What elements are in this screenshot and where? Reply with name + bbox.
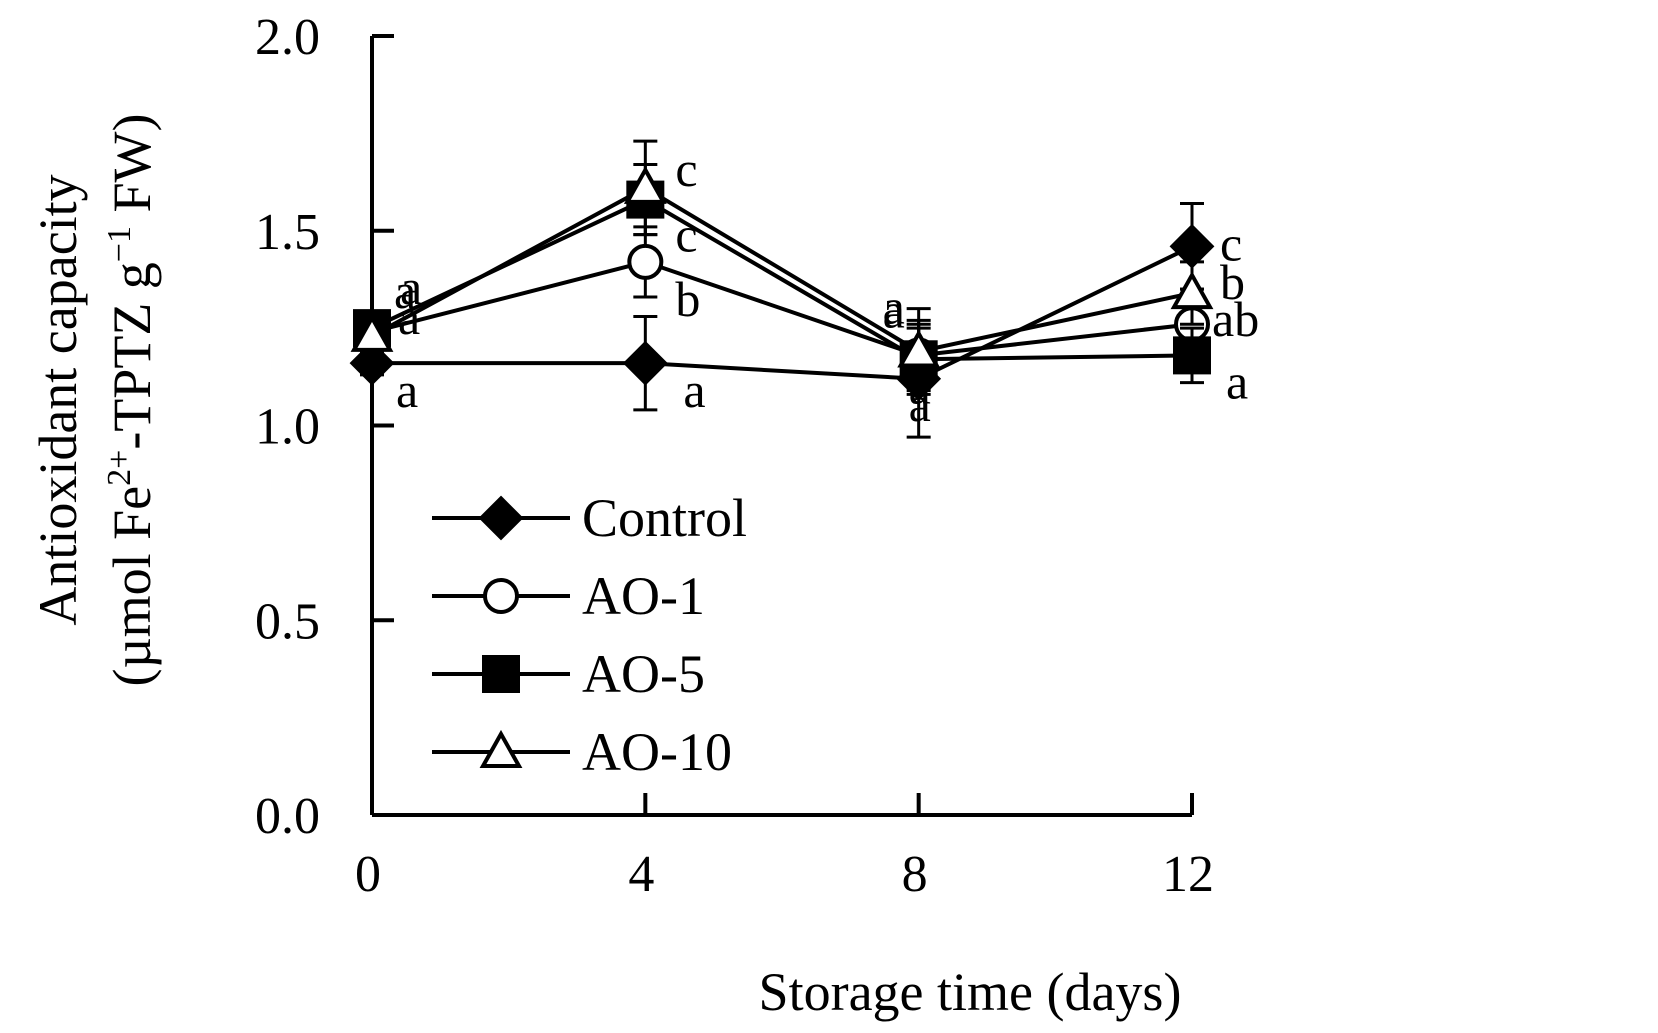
x-tick-label: 4 [628, 846, 654, 903]
x-tick-label: 8 [902, 846, 928, 903]
significance-label: a [398, 289, 420, 345]
legend-marker-ao-1 [483, 578, 519, 614]
y-axis-unit-middle: -TPTZ g [102, 262, 162, 449]
series-line-ao-1 [371, 259, 1193, 358]
data-point-ao-10 [897, 329, 941, 368]
y-tick-label: 1.0 [255, 399, 320, 456]
y-tick-label: 2.0 [255, 9, 320, 66]
significance-label: a [909, 376, 931, 432]
data-point-ao-5 [1173, 336, 1211, 375]
series-line-ao-10 [371, 185, 1193, 354]
y-tick-label: 0.0 [255, 788, 320, 845]
data-point-ao-10 [623, 165, 667, 204]
x-axis-title: Storage time (days) [759, 962, 1182, 1022]
significance-label: b [675, 271, 700, 327]
x-axis-ticks: 0 4 8 12 [355, 793, 1214, 903]
y-tick-label: 1.5 [255, 204, 320, 261]
legend-label: AO-1 [582, 566, 705, 626]
legend-label: AO-10 [582, 722, 732, 782]
legend-marker-ao-10 [479, 729, 523, 768]
significance-label: a [1226, 353, 1248, 409]
x-tick-label: 0 [355, 846, 381, 903]
series-control [349, 201, 1215, 439]
y-axis-ticks: 0.0 0.5 1.0 1.5 2.0 [255, 9, 394, 845]
series-layer [349, 139, 1215, 439]
axes [370, 36, 1192, 817]
y-axis-title-line2: (µmol Fe2+-TPTZ g−1 FW) [101, 114, 162, 687]
legend-item-ao-5: AO-5 [432, 644, 705, 704]
legend-label: Control [582, 488, 747, 548]
y-axis-unit-suffix: FW) [102, 114, 162, 226]
y-axis-unit-sup1: 2+ [101, 450, 138, 486]
significance-label: ab [1212, 291, 1259, 347]
y-tick-label: 0.5 [255, 593, 320, 650]
data-point-control [622, 340, 668, 386]
significance-label: a [883, 282, 905, 338]
data-point-ao-1 [627, 243, 664, 280]
legend-label: AO-5 [582, 644, 705, 704]
series-line-ao-5 [371, 197, 1193, 362]
significance-label: b [1220, 254, 1245, 310]
x-tick-label: 12 [1162, 846, 1214, 903]
significance-label: a [394, 263, 416, 319]
significance-label: a [400, 259, 422, 315]
significance-label: a [883, 278, 905, 334]
y-axis-title: Antioxidant capacity (µmol Fe2+-TPTZ g−1… [28, 114, 162, 687]
significance-label: c [1220, 215, 1242, 271]
legend-marker-ao-5 [482, 655, 520, 693]
significance-label: a [683, 362, 705, 418]
y-axis-title-line1: Antioxidant capacity [28, 174, 88, 625]
data-point-ao-10 [350, 313, 394, 352]
legend-marker-control [478, 495, 524, 541]
legend-item-ao-10: AO-10 [432, 722, 732, 782]
legend-item-control: Control [432, 488, 747, 548]
y-axis-unit-prefix: (µmol Fe [102, 486, 162, 687]
data-point-ao-10 [1170, 270, 1214, 310]
significance-label: a [909, 358, 931, 414]
data-point-control [349, 340, 395, 386]
series-ao-10 [350, 139, 1214, 396]
legend: Control AO-1 AO-5 AO-10 [432, 488, 747, 782]
significance-label: a [396, 362, 418, 418]
y-axis-unit-sup2: −1 [101, 226, 138, 262]
significance-label: c [675, 141, 697, 197]
legend-item-ao-1: AO-1 [432, 566, 705, 626]
significance-label: c [675, 207, 697, 263]
series-line-control [372, 244, 1193, 381]
